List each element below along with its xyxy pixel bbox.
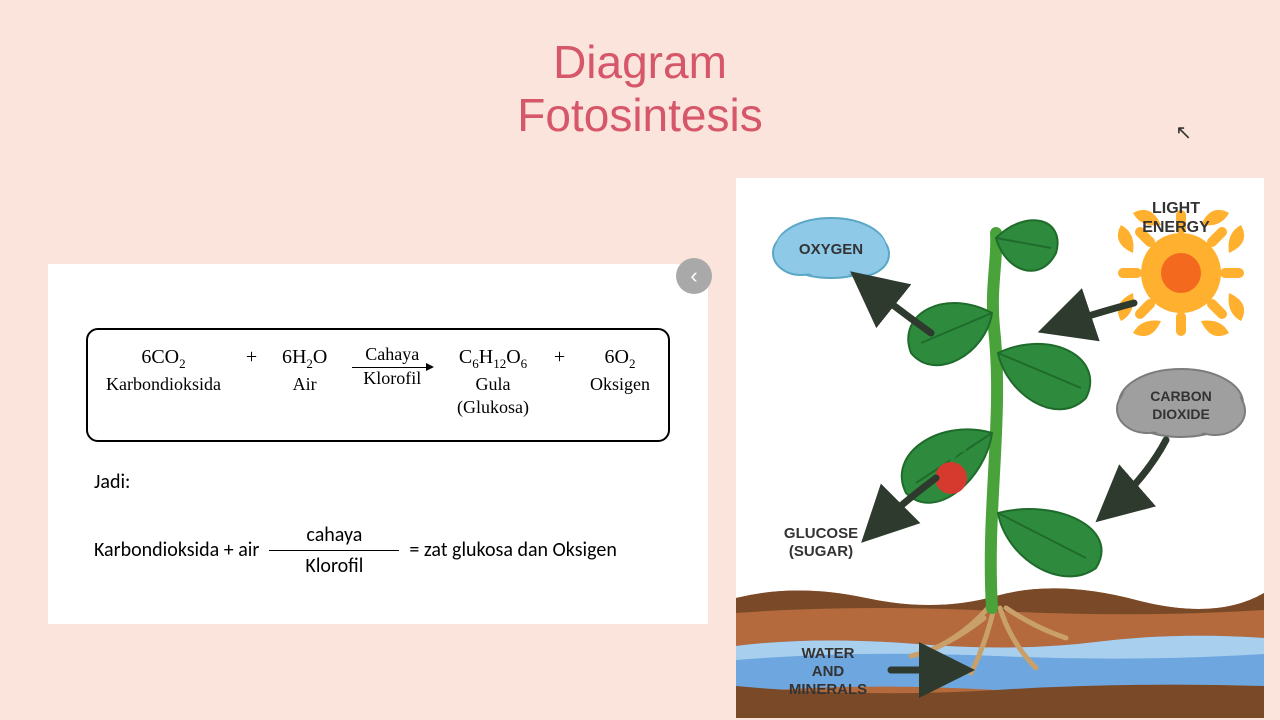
label-light-2: ENERGY: [1142, 219, 1210, 236]
cursor-icon: ↖: [1175, 120, 1192, 145]
equation-card: ‹ 6CO2 Karbondioksida + 6H2O Air Cahaya …: [48, 264, 708, 624]
sentence-fraction: cahaya Klorofil: [269, 522, 399, 579]
sentence-rhs: = zat glukosa dan Oksigen: [409, 538, 616, 562]
label-co2-2: DIOXIDE: [1152, 406, 1210, 422]
reaction-arrow: Cahaya Klorofil: [352, 344, 432, 389]
plus-2: +: [554, 344, 565, 369]
title-line-2: Fotosintesis: [517, 89, 762, 141]
page-title: Diagram Fotosintesis: [0, 36, 1280, 142]
jadi-label: Jadi:: [94, 470, 680, 494]
label-water-3: MINERALS: [789, 681, 867, 698]
photosynthesis-illustration: OXYGEN CARBON DIOXIDE: [736, 178, 1264, 718]
term-h2o: 6H2O Air: [282, 344, 327, 396]
equation-box: 6CO2 Karbondioksida + 6H2O Air Cahaya Kl…: [86, 328, 670, 442]
result-sentence: Karbondioksida + air cahaya Klorofil = z…: [94, 522, 680, 579]
sentence-lhs: Karbondioksida + air: [94, 538, 259, 562]
plus-1: +: [246, 344, 257, 369]
title-line-1: Diagram: [553, 36, 727, 88]
label-glucose-2: (SUGAR): [789, 543, 853, 560]
chevron-left-icon[interactable]: ‹: [676, 258, 712, 294]
label-water-1: WATER: [801, 645, 854, 662]
term-o2: 6O2 Oksigen: [590, 344, 650, 396]
label-oxygen: OXYGEN: [799, 241, 863, 258]
equation-row: 6CO2 Karbondioksida + 6H2O Air Cahaya Kl…: [106, 344, 650, 420]
label-glucose-1: GLUCOSE: [784, 525, 858, 542]
term-glucose: C6H12O6 Gula (Glukosa): [457, 344, 529, 420]
label-light-1: LIGHT: [1152, 200, 1200, 217]
label-co2-1: CARBON: [1150, 388, 1211, 404]
label-water-2: AND: [812, 663, 845, 680]
term-co2: 6CO2 Karbondioksida: [106, 344, 221, 396]
